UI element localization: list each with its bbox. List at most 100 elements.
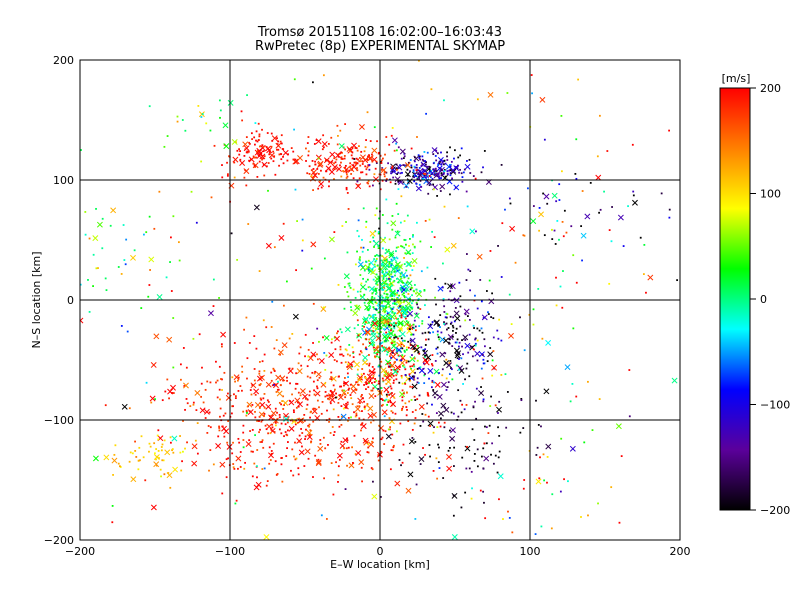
data-point xyxy=(207,425,210,427)
data-point-x xyxy=(421,167,428,174)
data-point xyxy=(184,129,187,132)
data-point xyxy=(443,163,445,166)
data-point xyxy=(329,389,332,392)
data-point xyxy=(317,157,320,160)
data-point xyxy=(400,327,403,330)
data-point xyxy=(426,151,429,154)
data-point xyxy=(135,456,138,458)
data-point-x xyxy=(334,335,340,342)
data-point xyxy=(347,295,350,298)
data-point xyxy=(387,300,390,302)
data-point-x xyxy=(464,163,471,170)
data-point xyxy=(380,161,382,163)
data-point xyxy=(411,354,413,356)
data-point xyxy=(194,439,197,442)
data-point xyxy=(403,155,406,158)
data-point xyxy=(558,238,560,241)
data-point xyxy=(265,165,268,168)
data-point xyxy=(328,417,331,420)
data-point xyxy=(489,405,492,407)
data-point xyxy=(277,148,280,151)
data-point xyxy=(399,221,402,224)
data-point xyxy=(476,359,479,362)
data-point xyxy=(485,426,488,429)
data-point xyxy=(491,359,494,362)
x-tick-label: 0 xyxy=(377,545,384,558)
data-point xyxy=(407,161,410,164)
data-point xyxy=(352,351,355,353)
grid-lines xyxy=(80,60,680,540)
data-point xyxy=(433,236,436,239)
data-point-x xyxy=(170,384,176,391)
data-point-x xyxy=(199,407,206,414)
data-point xyxy=(251,138,254,141)
data-point xyxy=(500,163,503,166)
data-point xyxy=(369,315,372,318)
data-point xyxy=(430,246,433,248)
data-point xyxy=(233,393,235,396)
data-point xyxy=(438,177,441,180)
data-point xyxy=(432,162,435,165)
data-point xyxy=(508,197,511,200)
data-point xyxy=(383,175,386,178)
data-point-x xyxy=(615,423,622,430)
data-point xyxy=(366,382,369,385)
data-point xyxy=(148,284,151,286)
data-point xyxy=(348,169,351,172)
data-point xyxy=(660,192,663,195)
data-point xyxy=(258,133,261,136)
data-point xyxy=(365,348,368,351)
data-point xyxy=(117,266,120,268)
data-point xyxy=(200,395,202,398)
data-point xyxy=(455,166,457,168)
data-point xyxy=(426,402,429,405)
data-point xyxy=(195,409,198,411)
data-point xyxy=(424,354,426,357)
data-point xyxy=(391,167,393,169)
data-point xyxy=(471,355,474,358)
data-point xyxy=(288,367,291,370)
data-point xyxy=(388,378,391,381)
data-point-x xyxy=(464,445,471,452)
data-point xyxy=(301,249,304,252)
data-point xyxy=(422,159,425,162)
data-point xyxy=(480,327,483,330)
data-point xyxy=(227,392,229,395)
data-point xyxy=(422,172,425,175)
data-point xyxy=(432,431,435,434)
data-point xyxy=(406,168,409,171)
data-point xyxy=(400,195,403,198)
data-point xyxy=(182,347,185,349)
data-point xyxy=(276,411,278,414)
data-point-x xyxy=(402,309,408,316)
data-point xyxy=(407,277,410,280)
data-point xyxy=(340,161,342,164)
data-point xyxy=(279,140,282,143)
data-point-x xyxy=(406,280,413,287)
data-point xyxy=(309,376,312,379)
data-point xyxy=(259,428,261,431)
data-point xyxy=(158,457,160,459)
data-point xyxy=(435,172,437,175)
data-point xyxy=(483,338,486,341)
data-point xyxy=(491,292,494,295)
data-point xyxy=(537,424,540,426)
data-point xyxy=(376,353,379,356)
data-point xyxy=(259,397,262,400)
data-point xyxy=(424,161,427,163)
data-point xyxy=(498,400,501,403)
data-point xyxy=(546,481,548,484)
data-point xyxy=(491,442,494,445)
data-point xyxy=(390,271,393,274)
data-point xyxy=(472,175,475,177)
data-point xyxy=(253,164,256,167)
data-point xyxy=(429,455,431,458)
data-point-x xyxy=(327,159,334,166)
data-point xyxy=(159,468,162,471)
data-point xyxy=(478,329,481,332)
data-point xyxy=(268,446,271,449)
data-point xyxy=(441,374,444,377)
data-point xyxy=(233,468,236,470)
data-point xyxy=(179,435,181,437)
data-point xyxy=(400,343,403,346)
